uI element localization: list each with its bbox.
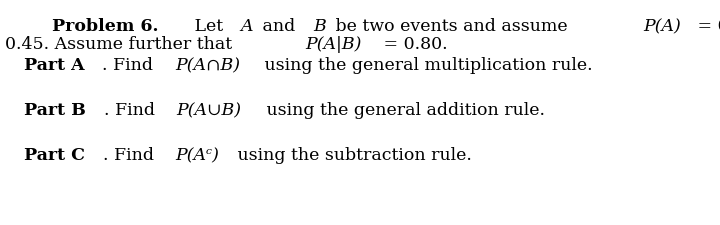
Text: P(A|B): P(A|B)	[305, 36, 361, 53]
Text: Part B: Part B	[24, 102, 86, 119]
Text: A: A	[240, 18, 253, 35]
Text: P(A∩B): P(A∩B)	[175, 57, 240, 74]
Text: B: B	[313, 18, 326, 35]
Text: P(A): P(A)	[643, 18, 681, 35]
Text: 0.45. Assume further that: 0.45. Assume further that	[5, 36, 238, 53]
Text: using the general multiplication rule.: using the general multiplication rule.	[259, 57, 593, 74]
Text: Part C: Part C	[24, 147, 85, 164]
Text: . Find: . Find	[104, 102, 161, 119]
Text: = 0.35 and: = 0.35 and	[692, 18, 720, 35]
Text: P(Aᶜ): P(Aᶜ)	[176, 147, 220, 164]
Text: . Find: . Find	[103, 147, 159, 164]
Text: Part A: Part A	[24, 57, 85, 74]
Text: = 0.80.: = 0.80.	[378, 36, 448, 53]
Text: . Find: . Find	[102, 57, 158, 74]
Text: be two events and assume: be two events and assume	[330, 18, 572, 35]
Text: P(A∪B): P(A∪B)	[176, 102, 242, 119]
Text: Let: Let	[189, 18, 229, 35]
Text: and: and	[256, 18, 300, 35]
Text: using the subtraction rule.: using the subtraction rule.	[233, 147, 472, 164]
Text: Problem 6.: Problem 6.	[52, 18, 158, 35]
Text: using the general addition rule.: using the general addition rule.	[261, 102, 544, 119]
